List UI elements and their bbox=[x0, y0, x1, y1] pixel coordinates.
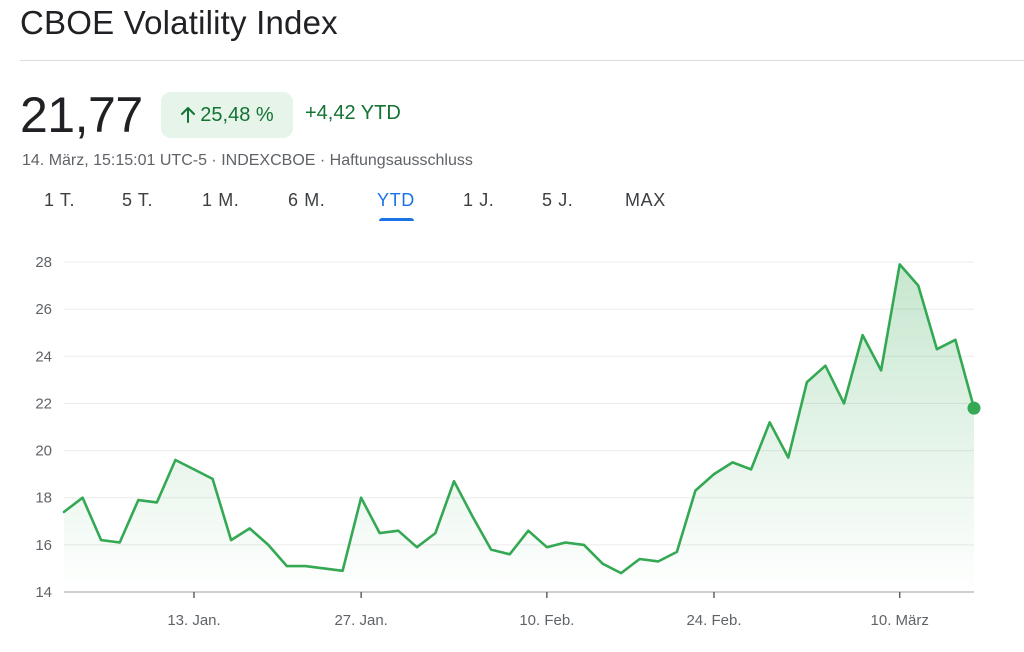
tab-1m[interactable]: 1 M. bbox=[202, 190, 240, 210]
data-point bbox=[897, 261, 903, 267]
header-divider bbox=[20, 60, 1024, 61]
y-tick-label: 26 bbox=[35, 301, 52, 318]
tab-max[interactable]: MAX bbox=[625, 190, 666, 210]
data-point bbox=[117, 540, 123, 546]
data-point bbox=[302, 563, 308, 569]
data-point bbox=[674, 549, 680, 555]
data-point bbox=[507, 551, 513, 557]
y-tick-label: 16 bbox=[35, 537, 52, 554]
x-tick-label: 13. Jan. bbox=[167, 612, 220, 629]
data-point bbox=[488, 547, 494, 553]
data-point bbox=[711, 471, 717, 477]
last-price-marker bbox=[967, 401, 981, 415]
data-point bbox=[154, 499, 160, 505]
y-tick-label: 24 bbox=[35, 348, 52, 365]
data-point bbox=[61, 509, 67, 515]
data-point bbox=[172, 457, 178, 463]
quote-meta: 14. März, 15:15:01 UTC-5 · INDEXCBOE · H… bbox=[22, 152, 473, 169]
change-percent: 25,48 % bbox=[200, 103, 274, 126]
series-line bbox=[62, 263, 976, 575]
x-tick-label: 27. Jan. bbox=[334, 612, 387, 629]
page-title: CBOE Volatility Index bbox=[20, 4, 338, 41]
data-point bbox=[358, 495, 364, 501]
data-point bbox=[785, 455, 791, 461]
data-point bbox=[135, 497, 141, 503]
tab-1y[interactable]: 1 J. bbox=[463, 190, 495, 210]
data-point bbox=[80, 495, 86, 501]
data-point bbox=[470, 514, 476, 520]
data-point bbox=[562, 540, 568, 546]
data-point bbox=[637, 556, 643, 562]
data-point bbox=[952, 337, 958, 343]
data-point bbox=[860, 332, 866, 338]
data-point bbox=[228, 537, 234, 543]
data-point bbox=[841, 400, 847, 406]
range-tabs: 1 T. 5 T. 1 M. 6 M. YTD 1 J. 5 J. MAX bbox=[0, 190, 720, 224]
data-point bbox=[191, 466, 197, 472]
data-point bbox=[414, 544, 420, 550]
x-tick-label: 10. März bbox=[871, 612, 929, 629]
tab-5d[interactable]: 5 T. bbox=[122, 190, 154, 210]
data-point bbox=[210, 476, 216, 482]
series-area bbox=[64, 264, 974, 592]
y-tick-label: 18 bbox=[35, 490, 52, 507]
data-point bbox=[451, 478, 457, 484]
data-point bbox=[98, 537, 104, 543]
y-tick-label: 28 bbox=[35, 254, 52, 271]
change-percent-badge: 25,48 % bbox=[161, 92, 293, 138]
data-point bbox=[822, 363, 828, 369]
price-chart[interactable]: 14 16 18 20 22 24 26 28 13. Jan. 27. Jan. 10. Feb… bbox=[0, 240, 1024, 652]
active-tab-indicator bbox=[379, 218, 414, 221]
data-point bbox=[730, 459, 736, 465]
data-point bbox=[581, 542, 587, 548]
data-point bbox=[692, 488, 698, 494]
x-axis: 13. Jan. 27. Jan. 10. Feb. 24. Feb. 10. März bbox=[167, 592, 929, 629]
data-point bbox=[321, 565, 327, 571]
ytd-change: +4,42 YTD bbox=[305, 102, 401, 124]
data-point bbox=[804, 379, 810, 385]
data-point bbox=[934, 346, 940, 352]
tab-6m[interactable]: 6 M. bbox=[288, 190, 326, 210]
tab-5y[interactable]: 5 J. bbox=[542, 190, 574, 210]
data-point bbox=[600, 561, 606, 567]
data-point bbox=[748, 466, 754, 472]
data-point bbox=[915, 283, 921, 289]
data-point bbox=[395, 528, 401, 534]
tab-ytd[interactable]: YTD bbox=[377, 190, 415, 210]
data-point bbox=[655, 558, 661, 564]
arrow-up-icon bbox=[181, 107, 196, 123]
x-tick-label: 24. Feb. bbox=[686, 612, 741, 629]
data-point bbox=[340, 568, 346, 574]
data-point bbox=[525, 528, 531, 534]
y-tick-label: 14 bbox=[35, 584, 52, 601]
data-point bbox=[247, 525, 253, 531]
y-axis: 14 16 18 20 22 24 26 28 bbox=[35, 254, 52, 601]
data-point bbox=[878, 367, 884, 373]
y-tick-label: 20 bbox=[35, 443, 52, 460]
y-tick-label: 22 bbox=[35, 395, 52, 412]
data-point bbox=[377, 530, 383, 536]
data-point bbox=[432, 530, 438, 536]
data-point bbox=[544, 544, 550, 550]
data-point bbox=[618, 570, 624, 576]
current-price: 21,77 bbox=[20, 87, 143, 143]
tab-1d[interactable]: 1 T. bbox=[44, 190, 76, 210]
data-point bbox=[767, 419, 773, 425]
data-point bbox=[284, 563, 290, 569]
data-point bbox=[265, 542, 271, 548]
x-tick-label: 10. Feb. bbox=[519, 612, 574, 629]
